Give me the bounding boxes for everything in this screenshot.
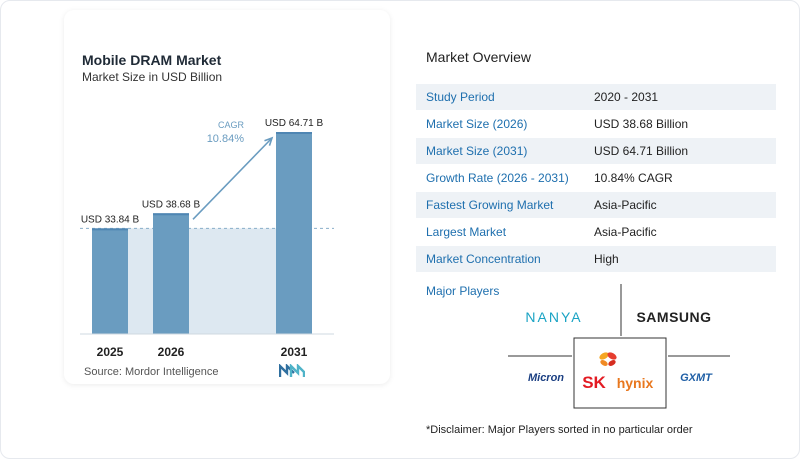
cagr-arrowhead — [264, 136, 274, 146]
x-tick-label: 2031 — [281, 345, 308, 359]
overview-row: Largest Market Asia-Pacific — [416, 219, 776, 246]
gxmt-logo: GXMT — [680, 372, 713, 384]
bar-2025 — [92, 228, 128, 334]
sk-hynix-logo: SK hynix — [582, 352, 654, 392]
overview-row-value: 2020 - 2031 — [586, 84, 776, 110]
major-players-title: Major Players — [426, 284, 500, 298]
bar-value-label: USD 64.71 B — [265, 118, 324, 129]
overview-title: Market Overview — [426, 49, 532, 65]
bar-2026 — [153, 213, 189, 334]
chart-title: Mobile DRAM Market — [82, 52, 222, 68]
disclaimer: *Disclaimer: Major Players sorted in no … — [426, 424, 693, 436]
cagr-value: 10.84% — [207, 133, 245, 145]
overview-row: Market Size (2026) USD 38.68 Billion — [416, 111, 776, 138]
cagr-arrow — [192, 137, 273, 220]
nanya-logo: NANYA — [525, 309, 582, 325]
bar-cap — [153, 213, 189, 216]
sk-text: SK — [582, 373, 606, 392]
bar-chart: USD 33.84 B 2025 USD 38.68 B 2026 USD 64.71 … — [80, 118, 334, 359]
overview-row: Study Period 2020 - 2031 — [416, 84, 776, 111]
bar-value-label: USD 38.68 B — [142, 199, 201, 210]
micron-logo: Micron — [528, 372, 564, 384]
bar-cap — [92, 228, 128, 231]
overview-row-value: 10.84% CAGR — [594, 171, 673, 185]
overview-row: Market Size (2031) USD 64.71 Billion — [416, 138, 776, 165]
bar-cap — [276, 132, 312, 134]
overview-row-value: Asia-Pacific — [586, 192, 776, 218]
overview-row-value: High — [586, 246, 776, 272]
chart-subtitle: Market Size in USD Billion — [82, 70, 223, 84]
cagr-label: CAGR — [218, 120, 245, 130]
market-overview-table: Study Period 2020 - 2031 Market Size (2026… — [416, 84, 776, 273]
overview-row: Growth Rate (2026 - 2031) 10.84% CAGR — [416, 165, 776, 192]
overview-row-label: Growth Rate (2026 - 2031) — [426, 171, 569, 185]
samsung-logo: SAMSUNG — [636, 309, 711, 325]
x-tick-label: 2026 — [158, 345, 185, 359]
overview-row-value: USD 38.68 Billion — [594, 117, 689, 131]
overview-row-label: Fastest Growing Market — [416, 192, 586, 218]
sk-butterfly-icon — [599, 352, 617, 366]
bar-value-label: USD 33.84 B — [81, 214, 140, 225]
overview-row-value: USD 64.71 Billion — [586, 138, 776, 164]
overview-row-label: Market Size (2026) — [426, 117, 528, 131]
overview-row: Fastest Growing Market Asia-Pacific — [416, 192, 776, 219]
x-tick-label: 2025 — [97, 345, 124, 359]
hynix-text: hynix — [617, 375, 654, 391]
source-note: Source: Mordor Intelligence — [84, 366, 219, 378]
bar-2031 — [276, 132, 312, 334]
major-players-grid: NANYA SAMSUNG Micron SK hynix GXMT — [508, 284, 730, 409]
overview-row-label: Study Period — [416, 84, 586, 110]
mordor-logo-icon — [279, 364, 305, 377]
overview-row-label: Market Concentration — [416, 246, 586, 272]
overview-row: Market Concentration High — [416, 246, 776, 273]
overview-row-label: Market Size (2031) — [416, 138, 586, 164]
overview-row-label: Largest Market — [426, 225, 507, 239]
overview-row-value: Asia-Pacific — [594, 225, 657, 239]
